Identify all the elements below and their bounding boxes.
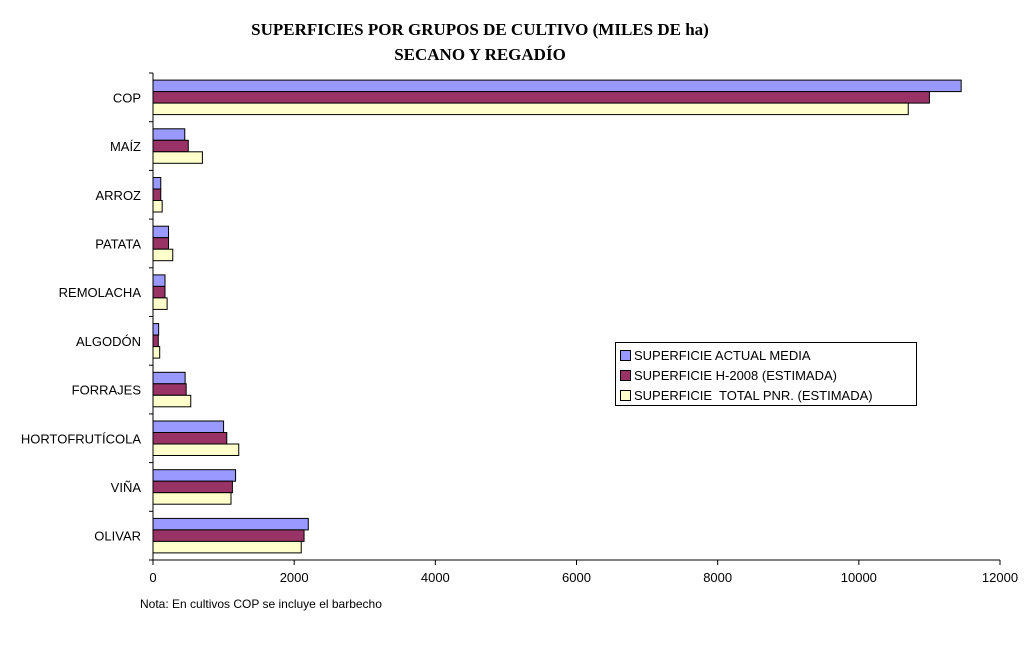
bar — [152, 394, 192, 408]
x-tick-label: 10000 — [841, 570, 877, 585]
bar — [152, 274, 166, 287]
bar — [152, 529, 305, 542]
legend-swatch — [620, 389, 631, 401]
category-label: MAÍZ — [110, 139, 141, 154]
bar — [152, 225, 170, 239]
legend-label: SUPERFICIE TOTAL PNR. (ESTIMADA) — [634, 387, 873, 403]
legend-item: SUPERFICIE ACTUAL MEDIA — [620, 345, 916, 365]
bar — [152, 371, 186, 385]
bar — [152, 188, 162, 201]
category-label: ALGODÓN — [76, 334, 141, 349]
bar — [152, 492, 232, 505]
bar — [152, 177, 162, 190]
category-label: PATATA — [95, 236, 141, 251]
bar — [152, 432, 228, 445]
legend-swatch — [620, 349, 631, 361]
bar — [152, 79, 962, 93]
bar — [152, 102, 909, 116]
chart-note: Nota: En cultivos COP se incluye el barb… — [140, 597, 382, 611]
bar — [152, 237, 170, 250]
category-label: ARROZ — [96, 188, 142, 203]
chart-title: SUPERFICIES POR GRUPOS DE CULTIVO (MILES… — [251, 20, 709, 39]
chart-subtitle: SECANO Y REGADÍO — [394, 45, 566, 64]
legend-label: SUPERFICIE H-2008 (ESTIMADA) — [634, 367, 837, 383]
x-tick-label: 12000 — [982, 570, 1018, 585]
category-label: OLIVAR — [94, 529, 141, 544]
category-label: REMOLACHA — [59, 285, 142, 300]
x-tick-label: 2000 — [280, 570, 309, 585]
bar — [152, 200, 163, 213]
category-label: FORRAJES — [72, 383, 142, 398]
legend-swatch — [620, 369, 631, 381]
legend-item: SUPERFICIE TOTAL PNR. (ESTIMADA) — [620, 385, 916, 405]
bar — [152, 285, 166, 299]
bar — [152, 91, 930, 104]
category-label: VIÑA — [111, 480, 142, 495]
bar — [152, 151, 203, 164]
x-tick-label: 0 — [149, 570, 156, 585]
bar — [152, 443, 240, 456]
bar — [152, 540, 302, 554]
bar — [152, 334, 159, 348]
bar — [152, 517, 309, 531]
x-tick-label: 8000 — [703, 570, 732, 585]
category-label: COP — [113, 90, 141, 105]
bar — [152, 128, 186, 141]
legend: SUPERFICIE ACTUAL MEDIA SUPERFICIE H-2008… — [615, 342, 917, 406]
bar — [152, 383, 187, 396]
bar — [152, 323, 160, 336]
x-tick-label: 6000 — [562, 570, 591, 585]
x-tick-label: 4000 — [421, 570, 450, 585]
bar — [152, 297, 168, 310]
bar — [152, 248, 174, 262]
bar — [152, 480, 233, 494]
bar — [152, 346, 161, 359]
bar — [152, 469, 237, 482]
category-label: HORTOFRUTÍCOLA — [21, 431, 141, 446]
legend-item: SUPERFICIE H-2008 (ESTIMADA) — [620, 365, 916, 385]
bar — [152, 420, 225, 433]
legend-label: SUPERFICIE ACTUAL MEDIA — [634, 347, 811, 363]
bar — [152, 139, 189, 153]
